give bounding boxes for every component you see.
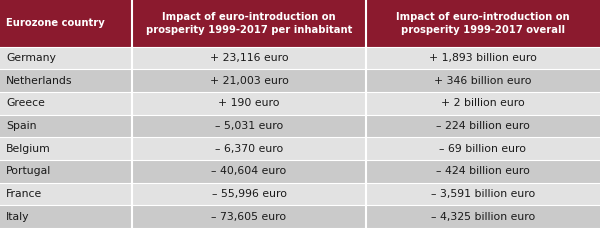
Text: + 1,893 billion euro: + 1,893 billion euro — [429, 53, 537, 63]
Bar — [0, 92, 600, 115]
Bar — [0, 69, 600, 92]
Text: Netherlands: Netherlands — [6, 76, 73, 86]
Text: – 40,604 euro: – 40,604 euro — [211, 166, 287, 176]
Text: Spain: Spain — [6, 121, 37, 131]
Bar — [0, 183, 600, 205]
Text: + 2 billion euro: + 2 billion euro — [441, 98, 525, 108]
Text: Portugal: Portugal — [6, 166, 51, 176]
Text: + 346 billion euro: + 346 billion euro — [434, 76, 532, 86]
Text: – 5,031 euro: – 5,031 euro — [215, 121, 283, 131]
Text: Impact of euro-introduction on
prosperity 1999-2017 overall: Impact of euro-introduction on prosperit… — [396, 12, 570, 35]
Text: – 55,996 euro: – 55,996 euro — [212, 189, 287, 199]
Bar — [0, 115, 600, 137]
Bar — [132, 0, 366, 47]
Text: Impact of euro-introduction on
prosperity 1999-2017 per inhabitant: Impact of euro-introduction on prosperit… — [146, 12, 352, 35]
Bar — [0, 47, 600, 69]
Bar — [366, 0, 600, 47]
Text: + 190 euro: + 190 euro — [218, 98, 280, 108]
Text: Greece: Greece — [6, 98, 45, 108]
Text: + 23,116 euro: + 23,116 euro — [209, 53, 289, 63]
Bar — [0, 160, 600, 183]
Text: – 224 billion euro: – 224 billion euro — [436, 121, 530, 131]
Text: – 69 billion euro: – 69 billion euro — [439, 144, 527, 154]
Text: France: France — [6, 189, 42, 199]
Text: Italy: Italy — [6, 212, 29, 222]
Text: Belgium: Belgium — [6, 144, 51, 154]
Bar — [0, 0, 132, 47]
Text: + 21,003 euro: + 21,003 euro — [209, 76, 289, 86]
Text: – 3,591 billion euro: – 3,591 billion euro — [431, 189, 535, 199]
Bar — [0, 205, 600, 228]
Text: Eurozone country: Eurozone country — [6, 18, 105, 28]
Text: Germany: Germany — [6, 53, 56, 63]
Bar — [0, 137, 600, 160]
Text: – 4,325 billion euro: – 4,325 billion euro — [431, 212, 535, 222]
Text: – 424 billion euro: – 424 billion euro — [436, 166, 530, 176]
Text: – 73,605 euro: – 73,605 euro — [211, 212, 287, 222]
Text: – 6,370 euro: – 6,370 euro — [215, 144, 283, 154]
